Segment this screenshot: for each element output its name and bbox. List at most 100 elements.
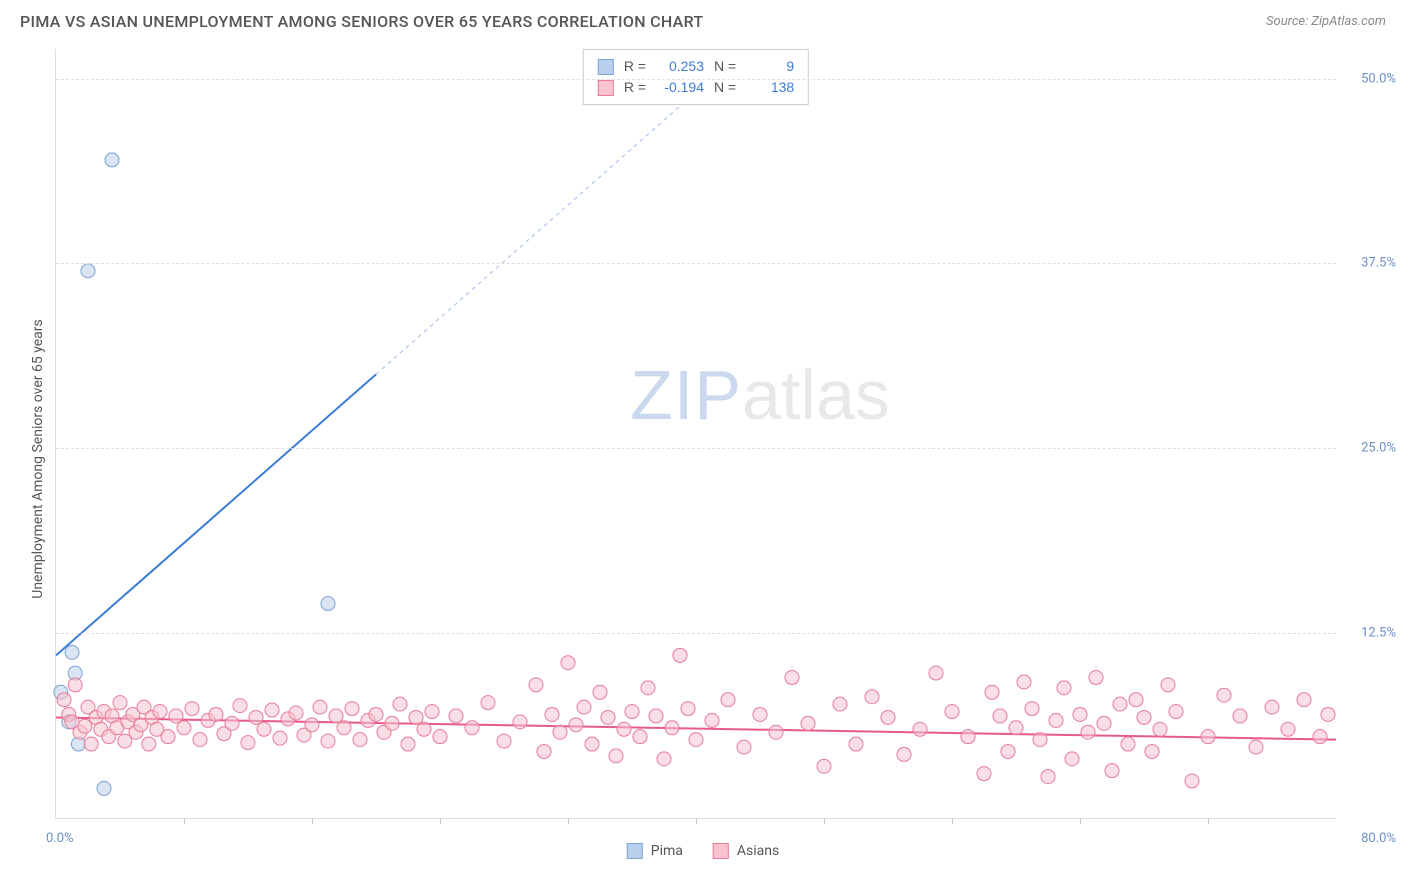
pima-swatch <box>598 59 614 75</box>
gridline <box>56 448 1336 449</box>
data-point <box>961 730 975 744</box>
data-point <box>601 710 615 724</box>
data-point <box>553 725 567 739</box>
gridline <box>56 79 1336 80</box>
legend-item-asians: Asians <box>713 843 779 859</box>
data-point <box>1009 721 1023 735</box>
data-point <box>577 700 591 714</box>
data-point <box>1065 752 1079 766</box>
data-point <box>1041 770 1055 784</box>
data-point <box>161 730 175 744</box>
data-point <box>665 721 679 735</box>
x-tick <box>568 818 569 824</box>
data-point <box>633 730 647 744</box>
data-point <box>249 710 263 724</box>
data-point <box>481 696 495 710</box>
scatter-svg <box>56 49 1336 818</box>
data-point <box>913 722 927 736</box>
data-point <box>1185 774 1199 788</box>
data-point <box>1145 744 1159 758</box>
data-point <box>1017 675 1031 689</box>
data-point <box>897 747 911 761</box>
stats-row-asians: R = -0.194 N = 138 <box>598 77 794 98</box>
data-point <box>657 752 671 766</box>
data-point <box>985 685 999 699</box>
data-point <box>57 693 71 707</box>
data-point <box>625 705 639 719</box>
data-point <box>617 722 631 736</box>
pima-swatch-icon <box>627 843 643 859</box>
stats-legend: R = 0.253 N = 9 R = -0.194 N = 138 <box>583 49 809 105</box>
data-point <box>1265 700 1279 714</box>
chart-title: PIMA VS ASIAN UNEMPLOYMENT AMONG SENIORS… <box>20 12 703 31</box>
data-point <box>705 713 719 727</box>
n-label: N = <box>714 56 736 77</box>
data-point <box>465 721 479 735</box>
data-point <box>801 716 815 730</box>
data-point <box>233 699 247 713</box>
r-label: R = <box>624 77 646 98</box>
data-point <box>1161 678 1175 692</box>
data-point <box>142 737 156 751</box>
data-point <box>68 678 82 692</box>
data-point <box>401 737 415 751</box>
data-point <box>321 597 335 611</box>
x-tick <box>952 818 953 824</box>
data-point <box>497 734 511 748</box>
plot-region: ZIPatlas R = 0.253 N = 9 R = -0.194 N = … <box>55 49 1336 819</box>
data-point <box>97 781 111 795</box>
y-tick-label: 12.5% <box>1361 626 1396 641</box>
asians-n-value: 138 <box>746 77 794 98</box>
asians-r-value: -0.194 <box>656 77 704 98</box>
data-point <box>753 707 767 721</box>
data-point <box>345 702 359 716</box>
data-point <box>1113 697 1127 711</box>
data-point <box>153 705 167 719</box>
data-point <box>289 706 303 720</box>
y-tick-label: 25.0% <box>1361 441 1396 456</box>
data-point <box>185 702 199 716</box>
data-point <box>1049 713 1063 727</box>
data-point <box>993 709 1007 723</box>
data-point <box>537 744 551 758</box>
data-point <box>313 700 327 714</box>
data-point <box>593 685 607 699</box>
data-point <box>105 153 119 167</box>
data-point <box>337 721 351 735</box>
asians-swatch-icon <box>713 843 729 859</box>
y-axis-label: Unemployment Among Seniors over 65 years <box>30 319 46 599</box>
data-point <box>785 671 799 685</box>
data-point <box>1313 730 1327 744</box>
data-point <box>273 731 287 745</box>
data-point <box>833 697 847 711</box>
data-point <box>321 734 335 748</box>
data-point <box>257 722 271 736</box>
chart-area: Unemployment Among Seniors over 65 years… <box>0 39 1406 879</box>
data-point <box>529 678 543 692</box>
asians-swatch <box>598 80 614 96</box>
trend-line <box>56 374 376 655</box>
data-point <box>169 709 183 723</box>
data-point <box>241 736 255 750</box>
data-point <box>193 733 207 747</box>
data-point <box>1057 681 1071 695</box>
title-bar: PIMA VS ASIAN UNEMPLOYMENT AMONG SENIORS… <box>0 0 1406 39</box>
x-tick <box>1080 818 1081 824</box>
data-point <box>817 759 831 773</box>
data-point <box>177 721 191 735</box>
source-label: Source: ZipAtlas.com <box>1266 14 1386 29</box>
data-point <box>393 697 407 711</box>
gridline <box>56 633 1336 634</box>
data-point <box>689 733 703 747</box>
data-point <box>113 696 127 710</box>
data-point <box>385 716 399 730</box>
data-point <box>84 737 98 751</box>
data-point <box>1321 707 1335 721</box>
data-point <box>1137 710 1151 724</box>
data-point <box>225 716 239 730</box>
data-point <box>569 718 583 732</box>
data-point <box>977 767 991 781</box>
legend-asians-label: Asians <box>737 843 779 859</box>
data-point <box>1121 737 1135 751</box>
n-label: N = <box>714 77 736 98</box>
